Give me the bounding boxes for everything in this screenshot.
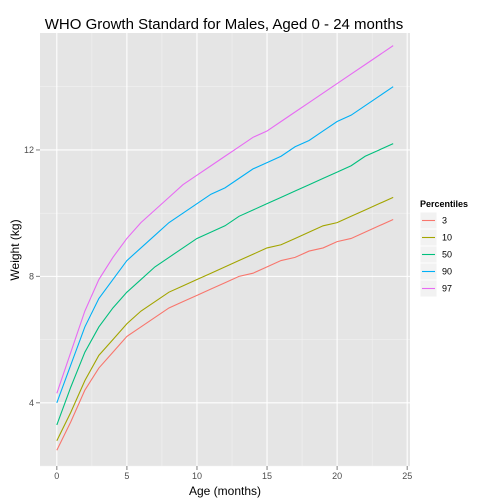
y-tick-label: 12 — [24, 145, 34, 155]
series-line-90 — [56, 86, 394, 403]
legend-label-90: 90 — [442, 267, 452, 277]
series-line-97 — [56, 45, 394, 394]
minor-gridlines — [40, 33, 410, 467]
legend-label-10: 10 — [442, 233, 452, 243]
series-line-3 — [56, 218, 394, 451]
series-line-50 — [56, 143, 394, 426]
y-tick-label: 8 — [29, 271, 34, 281]
series-lines — [56, 45, 394, 451]
x-tick-label: 25 — [402, 471, 412, 481]
major-gridlines — [40, 33, 410, 466]
y-axis-title: Weight (kg) — [8, 219, 22, 280]
legend-label-97: 97 — [442, 284, 452, 294]
x-axis: 0 5 10 15 20 25 — [54, 466, 412, 481]
x-tick-label: 20 — [332, 471, 342, 481]
x-tick-label: 10 — [192, 471, 202, 481]
x-tick-label: 0 — [54, 471, 59, 481]
legend: Percentiles 3 10 50 90 97 — [419, 199, 468, 298]
legend-title: Percentiles — [420, 199, 468, 209]
x-tick-label: 15 — [262, 471, 272, 481]
chart-title: WHO Growth Standard for Males, Aged 0 - … — [45, 16, 404, 33]
legend-label-50: 50 — [442, 250, 452, 260]
legend-label-3: 3 — [442, 216, 447, 226]
y-tick-label: 4 — [29, 398, 34, 408]
series-line-10 — [56, 196, 394, 441]
plot-panel — [40, 33, 410, 466]
x-tick-label: 5 — [124, 471, 129, 481]
y-axis: 4 8 12 — [24, 145, 40, 408]
x-axis-title: Age (months) — [189, 484, 261, 498]
